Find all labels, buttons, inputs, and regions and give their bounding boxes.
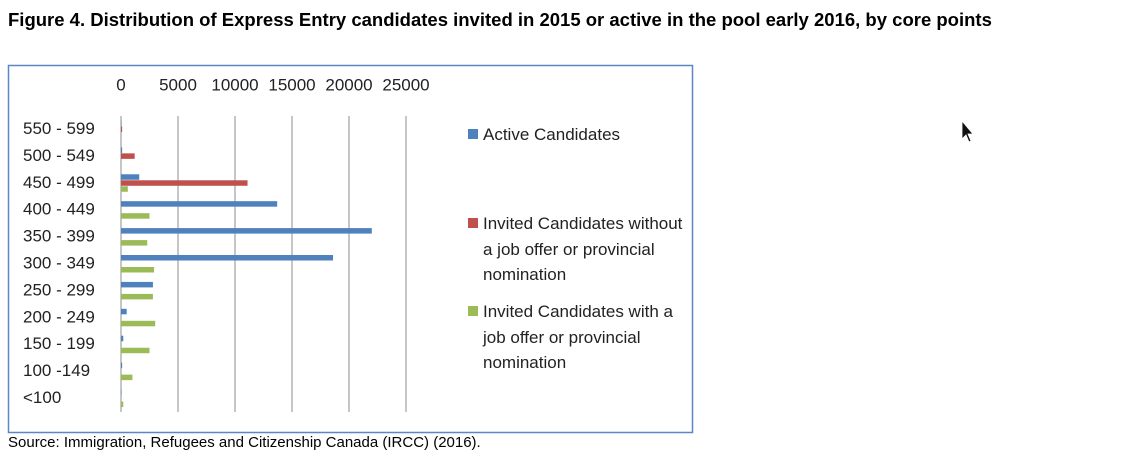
legend-entry: Active Candidates	[468, 122, 693, 148]
legend-label: Invited Candidates without a job offer o…	[483, 214, 683, 284]
chart-frame	[7, 64, 694, 434]
bar	[121, 120, 122, 126]
legend-swatch	[468, 218, 478, 228]
y-tick-label: 550 - 599	[23, 119, 95, 138]
bar	[121, 201, 278, 207]
x-tick-label: 20000	[325, 75, 372, 94]
x-tick-label: 15000	[268, 75, 315, 94]
bar	[121, 362, 123, 369]
x-tick-label: 25000	[382, 75, 429, 94]
bar	[121, 240, 148, 246]
bar	[121, 126, 123, 132]
bar	[121, 347, 150, 354]
y-tick-label: 400 - 449	[23, 200, 95, 219]
legend-entry: Invited Candidates without a job offer o…	[468, 211, 693, 288]
bar	[121, 174, 140, 180]
y-tick-label: 200 - 249	[23, 307, 95, 326]
bar	[121, 147, 123, 153]
legend-entry: Invited Candidates with a job offer or p…	[468, 299, 693, 376]
mouse-cursor	[961, 119, 974, 143]
bar	[121, 180, 248, 186]
y-tick-label: 450 - 499	[23, 173, 95, 192]
figure-title: Figure 4. Distribution of Express Entry …	[8, 9, 992, 30]
bar	[121, 401, 124, 408]
bar	[121, 335, 124, 342]
x-tick-label: 0	[116, 75, 125, 94]
y-tick-label: 100 -149	[23, 361, 90, 380]
y-tick-label: 350 - 399	[23, 227, 95, 246]
x-tick-label: 10000	[211, 75, 258, 94]
legend-label: Active Candidates	[483, 125, 621, 144]
bar	[121, 255, 334, 261]
bar	[121, 153, 135, 159]
legend-label: Invited Candidates with a job offer or p…	[483, 302, 673, 372]
x-tick-label: 5000	[159, 75, 197, 94]
bar	[121, 308, 127, 315]
bar	[121, 293, 153, 300]
y-tick-label: 150 - 199	[23, 334, 95, 353]
y-tick-label: <100	[23, 388, 61, 407]
bar	[121, 374, 133, 381]
legend-swatch	[468, 306, 478, 316]
bar	[121, 320, 156, 327]
legend-swatch	[468, 129, 478, 139]
bar	[121, 228, 372, 234]
bar	[121, 281, 153, 288]
bar	[121, 267, 155, 273]
bar	[121, 389, 122, 396]
y-tick-label: 300 - 349	[23, 253, 95, 272]
source-note: Source: Immigration, Refugees and Citize…	[8, 434, 481, 451]
bar	[121, 213, 150, 219]
y-tick-label: 500 - 549	[23, 146, 95, 165]
bar	[121, 186, 128, 192]
y-tick-label: 250 - 299	[23, 280, 95, 299]
